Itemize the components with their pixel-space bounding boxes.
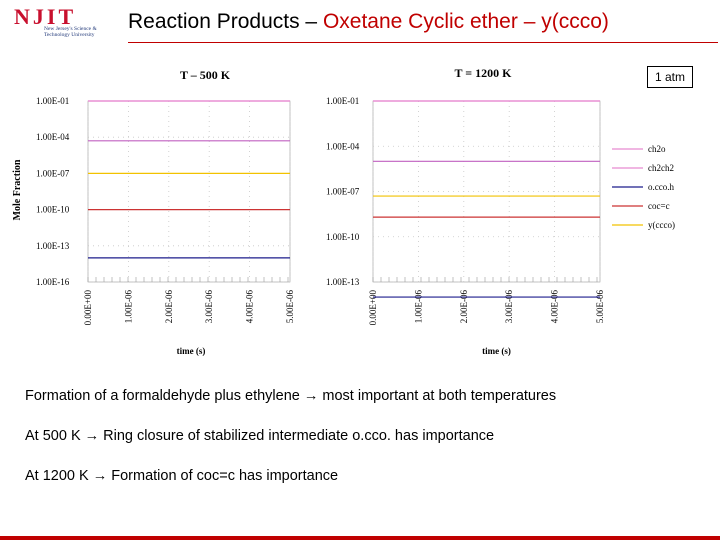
bottom-rule [0, 536, 720, 540]
bullet-2: At 500 K → Ring closure of stabilized in… [25, 428, 495, 444]
chart-title-2: T = 1200 K [455, 66, 513, 80]
y-tick-label: 1.00E-13 [326, 277, 360, 287]
title-part-2: Oxetane Cyclic ether – y(ccco) [322, 10, 609, 33]
y-tick-label: 1.00E-16 [36, 277, 70, 287]
x-tick-label: 0.00E+00 [83, 290, 93, 326]
y-tick-label: 1.00E-07 [326, 187, 360, 197]
x-tick-label: 3.00E-06 [504, 290, 514, 324]
x-tick-label: 4.00E-06 [550, 290, 560, 324]
x-tick-label: 4.00E-06 [245, 290, 255, 324]
legend-label: coc=c [648, 201, 670, 211]
legend-label: y(ccco) [648, 220, 675, 230]
njit-logo: NJIT New Jersey's Science & Technology U… [6, 4, 106, 44]
legend-label: ch2o [648, 144, 666, 154]
x-axis-label-1: time (s) [177, 346, 206, 356]
title-part-1: Reaction Products – [128, 10, 323, 33]
plot-area-1 [87, 100, 291, 283]
plot-area-2 [372, 100, 601, 283]
legend-label: ch2ch2 [648, 163, 674, 173]
y-tick-label: 1.00E-01 [36, 96, 69, 106]
x-tick-label: 1.00E-06 [413, 290, 423, 324]
bullet-1: Formation of a formaldehyde plus ethylen… [25, 388, 557, 404]
y-tick-label: 1.00E-04 [326, 141, 360, 151]
x-tick-label: 5.00E-06 [595, 290, 605, 324]
y-tick-label: 1.00E-10 [326, 232, 360, 242]
chart-title-1: T – 500 K [180, 68, 231, 82]
x-tick-label: 2.00E-06 [459, 290, 469, 324]
x-tick-label: 1.00E-06 [123, 290, 133, 324]
x-tick-label: 0.00E+00 [368, 290, 378, 326]
x-tick-label: 5.00E-06 [285, 290, 295, 324]
x-tick-label: 3.00E-06 [204, 290, 214, 324]
legend-label: o.cco.h [648, 182, 674, 192]
y-axis-label: Mole Fraction [12, 159, 23, 220]
bullet-3: At 1200 K → Formation of coc=c has impor… [25, 468, 339, 484]
y-tick-label: 1.00E-07 [36, 168, 70, 178]
bullet-list: Formation of a formaldehyde plus ethylen… [25, 388, 705, 508]
x-axis-label-2: time (s) [482, 346, 511, 356]
title-rule [128, 42, 718, 43]
y-tick-label: 1.00E-01 [326, 96, 359, 106]
x-tick-label: 2.00E-06 [164, 290, 174, 324]
pressure-badge: 1 atm [647, 66, 693, 88]
y-tick-label: 1.00E-04 [36, 132, 70, 142]
y-tick-label: 1.00E-13 [36, 241, 70, 251]
logo-text: NJIT [14, 4, 77, 29]
mole-fraction-charts: T – 500 K 1.00E-01 1.00E-04 1.00E-07 1.00E-1… [12, 66, 675, 356]
slide-title: Reaction Products – Oxetane Cyclic ether… [128, 10, 609, 34]
logo-subtext: New Jersey's Science & Technology Univer… [44, 26, 97, 38]
y-tick-label: 1.00E-10 [36, 205, 70, 215]
